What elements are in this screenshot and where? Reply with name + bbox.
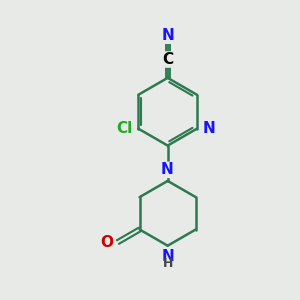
Text: O: O [100, 235, 113, 250]
Text: N: N [161, 162, 173, 177]
Text: C: C [162, 52, 173, 67]
Text: H: H [163, 257, 173, 270]
Text: N: N [202, 121, 215, 136]
Text: N: N [161, 28, 174, 43]
Text: N: N [162, 249, 175, 264]
Text: Cl: Cl [116, 121, 133, 136]
